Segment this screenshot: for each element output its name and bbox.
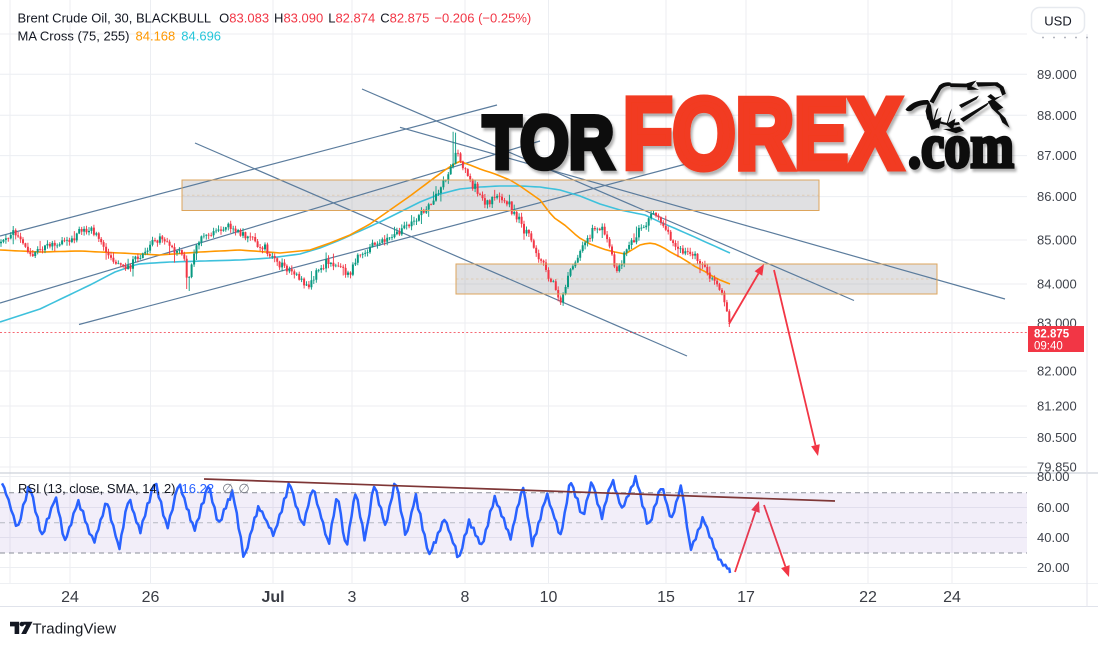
svg-text:FOREX: FOREX bbox=[623, 78, 902, 190]
svg-text:80.00: 80.00 bbox=[1037, 469, 1070, 484]
svg-text:85.000: 85.000 bbox=[1037, 233, 1077, 248]
svg-text:80.500: 80.500 bbox=[1037, 430, 1077, 445]
svg-text:.com: .com bbox=[908, 113, 1014, 181]
svg-text:22: 22 bbox=[859, 589, 877, 606]
svg-text:87.000: 87.000 bbox=[1037, 148, 1077, 163]
svg-text:15: 15 bbox=[657, 589, 675, 606]
svg-text:82.875: 82.875 bbox=[1034, 329, 1070, 341]
svg-text:09:40: 09:40 bbox=[1034, 341, 1063, 353]
svg-text:24: 24 bbox=[943, 589, 961, 606]
svg-text:60.00: 60.00 bbox=[1037, 500, 1070, 515]
svg-text:81.200: 81.200 bbox=[1037, 399, 1077, 414]
svg-text:24: 24 bbox=[61, 589, 79, 606]
svg-text:26: 26 bbox=[142, 589, 160, 606]
svg-text:10: 10 bbox=[540, 589, 558, 606]
svg-text:86.000: 86.000 bbox=[1037, 189, 1077, 204]
svg-text:17: 17 bbox=[737, 589, 755, 606]
svg-text:USD: USD bbox=[1044, 14, 1071, 29]
svg-text:3: 3 bbox=[348, 589, 357, 606]
svg-text:89.000: 89.000 bbox=[1037, 67, 1077, 82]
svg-text:Jul: Jul bbox=[261, 589, 284, 606]
svg-text:40.00: 40.00 bbox=[1037, 530, 1070, 545]
svg-text:82.000: 82.000 bbox=[1037, 364, 1077, 379]
svg-text:79.850: 79.850 bbox=[1037, 460, 1077, 475]
svg-text:84.000: 84.000 bbox=[1037, 277, 1077, 292]
svg-text:20.00: 20.00 bbox=[1037, 560, 1070, 575]
svg-text:Brent Crude Oil, 30, BLACKBULL: Brent Crude Oil, 30, BLACKBULL O83.083 H83… bbox=[18, 11, 532, 26]
svg-text:8: 8 bbox=[461, 589, 470, 606]
svg-text:TOR: TOR bbox=[483, 101, 614, 184]
svg-text:88.000: 88.000 bbox=[1037, 108, 1077, 123]
svg-text:TradingView: TradingView bbox=[33, 621, 117, 638]
svg-text:RSI (13, close, SMA, 14, 2)16.: RSI (13, close, SMA, 14, 2) 16.22 ∅ ∅ bbox=[18, 481, 250, 496]
